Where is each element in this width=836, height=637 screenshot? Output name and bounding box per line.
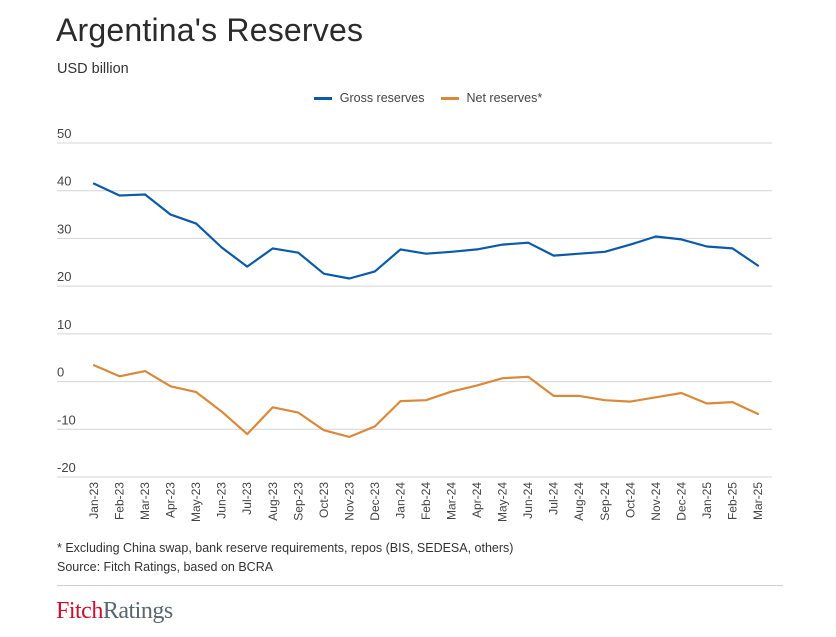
net-reserves-line (92, 364, 760, 438)
legend-swatch-gross (313, 96, 332, 100)
x-tick-label: Oct-23 (317, 482, 331, 518)
x-tick-label: Dec-23 (368, 482, 382, 521)
x-tick-label: Jul-24 (547, 482, 561, 515)
legend-item-net: Net reserves* (440, 91, 543, 105)
x-tick-label: Apr-24 (470, 482, 484, 518)
chart-title: Argentina's Reserves (56, 12, 364, 48)
footnote-source: Source: Fitch Ratings, based on BCRA (57, 560, 274, 574)
y-tick-label: 30 (57, 221, 71, 236)
x-tick-label: Sep-23 (291, 482, 305, 521)
legend-label-gross: Gross reserves (339, 91, 425, 105)
x-tick-label: Oct-24 (623, 482, 637, 518)
logo-ratings: Ratings (102, 598, 173, 624)
x-tick-label: May-23 (189, 482, 203, 522)
x-tick-label: Feb-23 (113, 482, 127, 520)
legend-item-gross: Gross reserves (313, 91, 425, 105)
gross-reserves-line (92, 182, 760, 280)
x-tick-label: Dec-24 (674, 482, 688, 521)
x-tick-label: Jan-25 (700, 482, 714, 519)
x-tick-label: Mar-23 (138, 482, 152, 520)
chart-subtitle: USD billion (57, 61, 129, 77)
y-tick-label: 0 (57, 365, 64, 380)
x-tick-label: Mar-24 (445, 482, 459, 520)
y-tick-label: 50 (57, 126, 71, 141)
y-tick-label: 40 (57, 174, 71, 189)
x-tick-label: Mar-25 (751, 482, 765, 520)
y-tick-label: 10 (57, 317, 71, 332)
x-tick-label: Apr-23 (164, 482, 178, 518)
x-tick-label: Aug-23 (266, 482, 280, 521)
footnote-note: * Excluding China swap, bank reserve req… (57, 541, 514, 555)
x-tick-label: Feb-24 (419, 482, 433, 520)
logo-fitch: Fitch (56, 598, 103, 624)
x-tick-label: Nov-24 (649, 482, 663, 521)
y-tick-label: 20 (57, 269, 71, 284)
legend: Gross reserves Net reserves* (0, 91, 836, 105)
x-tick-label: Aug-24 (572, 482, 586, 521)
x-tick-label: Sep-24 (598, 482, 612, 521)
x-tick-label: Nov-23 (342, 482, 356, 521)
x-tick-label: Feb-25 (725, 482, 739, 520)
y-tick-label: -20 (57, 460, 76, 475)
footnote: * Excluding China swap, bank reserve req… (57, 539, 513, 577)
x-tick-label: Jan-23 (87, 482, 101, 519)
x-tick-label: Jun-23 (215, 482, 229, 519)
fitch-ratings-logo: FitchRatings (56, 598, 173, 625)
x-tick-label: May-24 (496, 482, 510, 522)
legend-label-net: Net reserves* (466, 91, 543, 105)
x-tick-label: Jan-24 (393, 482, 407, 519)
y-tick-label: -10 (57, 412, 76, 427)
line-chart: 50 40 30 20 10 0 -10 -20 Jan-23 Feb-23 Mar-23 Apr-2… (57, 126, 772, 522)
x-tick-label: Jul-23 (240, 482, 254, 515)
footer-divider (57, 585, 783, 586)
x-tick-label: Jun-24 (521, 482, 535, 519)
legend-swatch-net (440, 96, 459, 100)
